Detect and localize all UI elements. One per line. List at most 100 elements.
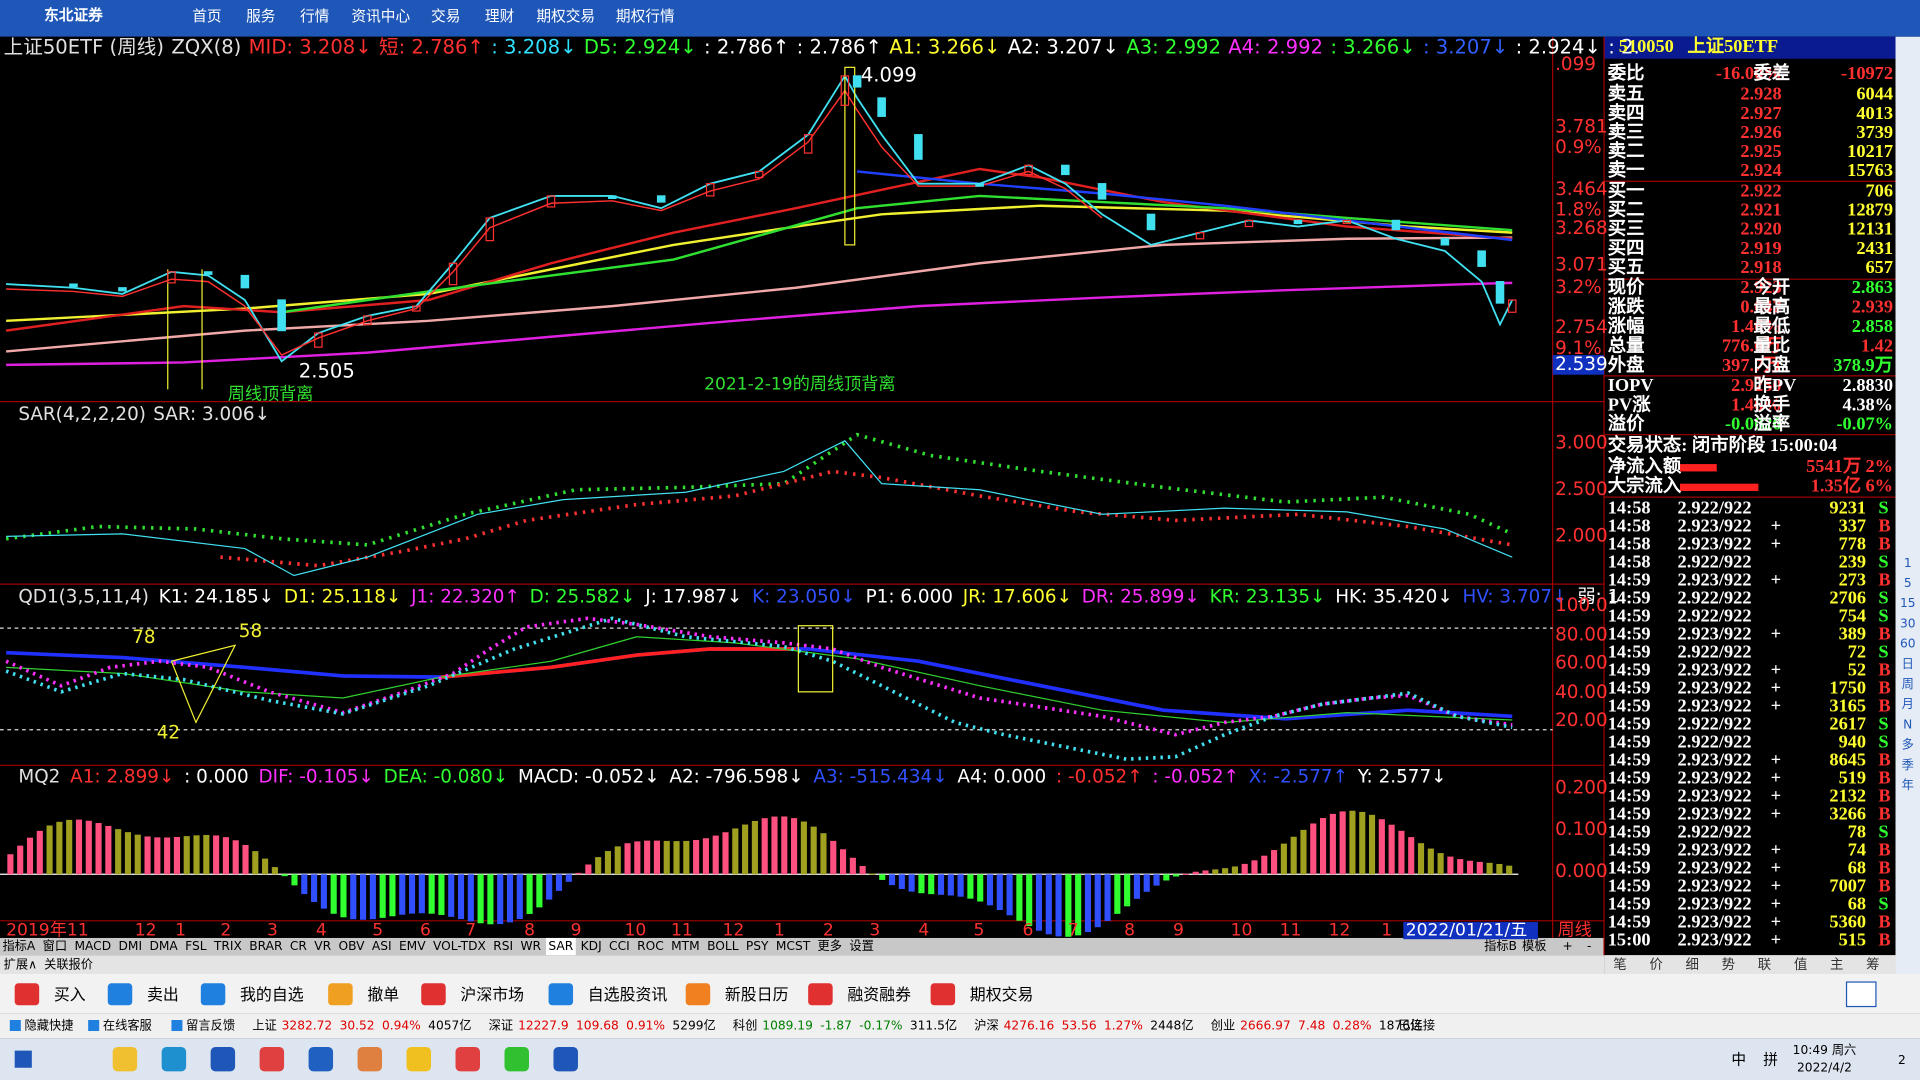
taskbar-app[interactable] bbox=[308, 1046, 334, 1072]
indicator-tab[interactable]: WR bbox=[520, 939, 541, 953]
menu-item[interactable]: 首页 bbox=[192, 8, 221, 25]
toolbar-button[interactable]: 买入 bbox=[54, 985, 86, 1004]
indicator-tab[interactable]: 窗口 bbox=[43, 939, 67, 953]
indicator-tab[interactable]: + bbox=[1562, 939, 1572, 953]
indicator-tab[interactable]: CCI bbox=[609, 939, 630, 953]
side-icon[interactable]: 周 bbox=[1902, 677, 1914, 691]
macd-bar bbox=[1310, 823, 1317, 875]
menu-item[interactable]: 期权交易 bbox=[536, 7, 595, 25]
indicator-tab[interactable]: KDJ bbox=[581, 939, 602, 953]
indicator-tab[interactable]: MACD bbox=[74, 939, 111, 953]
indicator-tab[interactable]: TRIX bbox=[213, 939, 242, 953]
status-link[interactable]: 留言反馈 bbox=[186, 1019, 235, 1033]
indicator-tab[interactable]: BOLL bbox=[707, 939, 739, 953]
macd-bar bbox=[320, 874, 327, 909]
side-icon[interactable]: 多 bbox=[1902, 738, 1914, 752]
indicator-tab[interactable]: OBV bbox=[338, 939, 365, 953]
indicator-tab[interactable]: ASI bbox=[372, 939, 392, 953]
side-icon[interactable]: 1 bbox=[1904, 556, 1912, 570]
indicator-tab[interactable]: 指标B bbox=[1484, 938, 1517, 953]
side-icon[interactable]: 季 bbox=[1902, 758, 1914, 772]
side-icon[interactable]: 60 bbox=[1900, 637, 1916, 651]
toolbar-button[interactable]: 沪深市场 bbox=[460, 985, 524, 1004]
y-tick-label: 100.0 bbox=[1555, 595, 1608, 616]
taskbar-app[interactable] bbox=[357, 1046, 383, 1072]
clock: 10:49 周六 bbox=[1793, 1043, 1857, 1057]
indicator-tab[interactable]: FSL bbox=[185, 939, 207, 953]
taskbar-app[interactable] bbox=[504, 1046, 529, 1072]
menu-item[interactable]: 交易 bbox=[431, 7, 460, 25]
volume: 657 bbox=[1866, 257, 1894, 277]
taskbar-app[interactable] bbox=[259, 1046, 285, 1072]
menu-item[interactable]: 期权行情 bbox=[616, 8, 675, 25]
indicator-tab[interactable]: DMI bbox=[119, 939, 143, 953]
toolbar-button[interactable]: 新股日历 bbox=[725, 985, 789, 1004]
toolbar-button[interactable]: 期权交易 bbox=[970, 985, 1034, 1004]
indicator-tab[interactable]: CR bbox=[290, 939, 308, 953]
quote-tab[interactable]: 联 bbox=[1758, 957, 1771, 973]
quote-tab[interactable]: 细 bbox=[1686, 957, 1699, 973]
annotation: 周线顶背离 bbox=[228, 384, 314, 404]
indicator-tab[interactable]: PSY bbox=[746, 939, 769, 953]
extension-tab[interactable]: 扩展∧ bbox=[4, 957, 37, 971]
taskbar-app[interactable] bbox=[112, 1046, 138, 1072]
quote-tab[interactable]: 主 bbox=[1830, 957, 1843, 973]
macd-bar bbox=[1241, 863, 1248, 875]
label: PV涨 bbox=[1608, 394, 1651, 414]
taskbar-app[interactable] bbox=[406, 1046, 432, 1072]
indicator-tab[interactable]: 设置 bbox=[849, 939, 873, 953]
label: IOPV bbox=[1608, 375, 1655, 395]
indicator-tab[interactable]: VR bbox=[314, 939, 331, 953]
tick-side: S bbox=[1878, 732, 1888, 752]
quote-tab[interactable]: 笔 bbox=[1613, 957, 1626, 973]
indicator-tab[interactable]: MTM bbox=[671, 939, 700, 953]
menu-item[interactable]: 服务 bbox=[246, 8, 276, 25]
taskbar-app[interactable] bbox=[455, 1046, 480, 1072]
indicator-tab[interactable]: 指标A bbox=[2, 938, 35, 953]
label: 最高 bbox=[1753, 296, 1790, 317]
macd-bar bbox=[614, 846, 621, 875]
indicator-tab[interactable]: RSI bbox=[493, 939, 513, 953]
quote-tab[interactable]: 势 bbox=[1722, 957, 1735, 973]
toolbar-button[interactable]: 卖出 bbox=[147, 985, 179, 1004]
menu-item[interactable]: 理财 bbox=[485, 8, 514, 25]
side-icon[interactable]: 15 bbox=[1900, 596, 1916, 610]
name: 上证50ETF bbox=[1687, 36, 1778, 56]
indicator-tab[interactable]: SAR bbox=[548, 939, 573, 953]
indicator-tab[interactable]: 模板 bbox=[1522, 939, 1546, 953]
indicator-tab[interactable]: ROC bbox=[637, 939, 664, 953]
side-icon[interactable]: 5 bbox=[1904, 576, 1912, 590]
indicator-tab[interactable]: BRAR bbox=[249, 939, 283, 953]
indicator-tab[interactable]: DMA bbox=[149, 939, 178, 953]
x-tick-label: 8 bbox=[524, 921, 535, 941]
toolbar-button[interactable]: 自选股资讯 bbox=[588, 985, 668, 1004]
indicator-tab[interactable]: EMV bbox=[399, 939, 426, 953]
status-link[interactable]: 在线客服 bbox=[103, 1018, 152, 1033]
indicator-tab[interactable]: VOL-TDX bbox=[433, 939, 486, 953]
status-link[interactable]: 隐藏快捷 bbox=[24, 1019, 73, 1033]
indicator-tab[interactable]: - bbox=[1587, 939, 1591, 953]
side-icon[interactable]: N bbox=[1903, 717, 1912, 731]
toolbar-button[interactable]: 融资融券 bbox=[847, 985, 911, 1004]
taskbar-app[interactable] bbox=[210, 1046, 236, 1072]
x-tick-label: 2 bbox=[220, 921, 231, 941]
toolbar-button[interactable]: 我的自选 bbox=[240, 985, 304, 1004]
indicator-tab[interactable]: 更多 bbox=[818, 939, 842, 953]
toolbar-button[interactable]: 撤单 bbox=[367, 985, 399, 1004]
quote-tab[interactable]: 价 bbox=[1649, 958, 1663, 973]
extension-tab[interactable]: 关联报价 bbox=[44, 956, 93, 971]
price: 2.918 bbox=[1740, 257, 1781, 277]
taskbar-app[interactable] bbox=[553, 1046, 578, 1072]
side-icon[interactable]: 年 bbox=[1902, 778, 1914, 792]
annotation: 78 bbox=[132, 627, 155, 648]
quote-tab[interactable]: 值 bbox=[1794, 957, 1807, 973]
side-icon[interactable]: 月 bbox=[1902, 697, 1914, 711]
menu-item[interactable]: 资讯中心 bbox=[351, 8, 410, 25]
taskbar-app[interactable] bbox=[161, 1046, 187, 1072]
menu-item[interactable]: 行情 bbox=[300, 8, 330, 25]
side-icon[interactable]: 30 bbox=[1900, 616, 1916, 630]
side-icon[interactable]: 日 bbox=[1902, 657, 1914, 671]
y-tick-label: 3.781 bbox=[1555, 116, 1608, 137]
indicator-tab[interactable]: MCST bbox=[776, 939, 811, 953]
quote-tab[interactable]: 筹 bbox=[1866, 956, 1879, 973]
